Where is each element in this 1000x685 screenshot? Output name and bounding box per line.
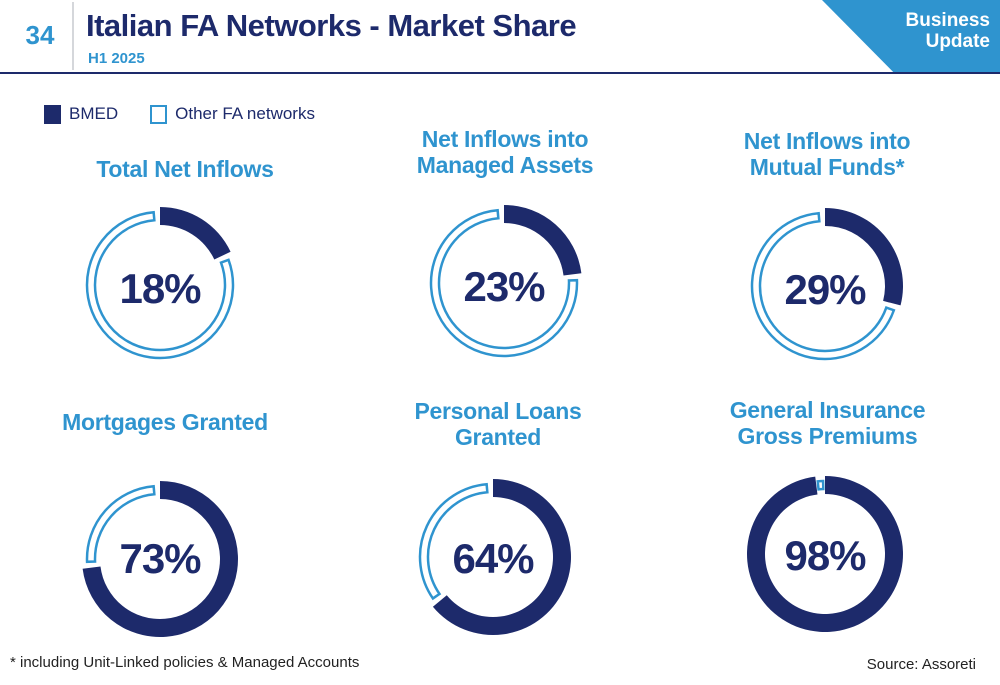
donut-slice-other xyxy=(418,482,489,601)
page-title: Italian FA Networks - Market Share xyxy=(86,8,577,43)
donut-title-mutual-funds: Net Inflows into Mutual Funds* xyxy=(743,128,911,180)
section-tab-label: Business Update xyxy=(905,10,990,52)
chart-legend: BMED Other FA networks xyxy=(44,104,347,124)
donut-value-mutual-funds: 29% xyxy=(784,266,866,313)
donut-title-mortgages: Mortgages Granted xyxy=(62,409,268,435)
page-number: 34 xyxy=(25,20,55,50)
donut-value-general-insurance: 98% xyxy=(784,532,866,579)
slide-header: 34 Italian FA Networks - Market Share H1… xyxy=(0,0,1000,74)
donut-slice-other xyxy=(816,479,825,491)
donut-chart-mutual-funds xyxy=(750,208,903,361)
footnote: * including Unit-Linked policies & Manag… xyxy=(10,654,360,671)
donut-chart-personal-loans xyxy=(418,479,571,635)
donut-chart-managed-assets xyxy=(429,205,582,358)
donut-chart-total-net-inflows xyxy=(85,207,235,360)
donut-title-managed-assets: Net Inflows into Managed Assets xyxy=(416,126,594,178)
donut-value-personal-loans: 64% xyxy=(452,535,534,582)
donut-value-managed-assets: 23% xyxy=(463,263,545,310)
section-tab: Business Update xyxy=(822,0,1000,72)
legend-label-bmed: BMED xyxy=(69,104,119,123)
source-note: Source: Assoreti xyxy=(866,656,976,673)
donut-slice-bmed xyxy=(504,205,582,276)
donut-value-total-net-inflows: 18% xyxy=(119,265,201,312)
page-subtitle: H1 2025 xyxy=(88,50,145,67)
header-rule xyxy=(0,72,1000,74)
donut-slice-bmed xyxy=(825,208,903,306)
donut-title-general-insurance: General Insurance Gross Premiums xyxy=(729,397,926,449)
donut-slice-other xyxy=(85,210,235,360)
donut-chart-general-insurance xyxy=(747,476,903,632)
donut-slice-other xyxy=(429,208,579,358)
header-divider xyxy=(72,2,74,70)
donut-slice-other xyxy=(750,211,896,361)
legend-swatch-other xyxy=(150,104,168,124)
donut-title-personal-loans: Personal Loans Granted xyxy=(414,398,582,450)
donut-slice-bmed xyxy=(160,207,231,260)
legend-swatch-bmed xyxy=(44,104,61,124)
donut-slice-other xyxy=(85,484,156,564)
legend-item-other: Other FA networks xyxy=(150,104,315,124)
donut-slice-bmed xyxy=(432,479,571,635)
donut-chart-mortgages xyxy=(82,481,238,637)
donut-title-total-net-inflows: Total Net Inflows xyxy=(96,156,274,182)
legend-label-other: Other FA networks xyxy=(175,104,315,123)
donut-value-mortgages: 73% xyxy=(119,535,201,582)
legend-item-bmed: BMED xyxy=(44,104,118,124)
